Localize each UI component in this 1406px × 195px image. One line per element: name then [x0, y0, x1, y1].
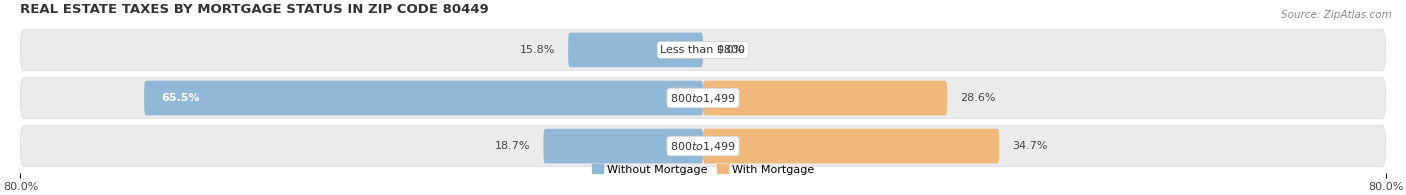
Text: $800 to $1,499: $800 to $1,499 — [671, 91, 735, 105]
Text: 0.0%: 0.0% — [716, 45, 744, 55]
Text: Less than $800: Less than $800 — [661, 45, 745, 55]
FancyBboxPatch shape — [21, 78, 1385, 118]
FancyBboxPatch shape — [145, 81, 703, 115]
FancyBboxPatch shape — [21, 29, 1385, 70]
FancyBboxPatch shape — [568, 33, 703, 67]
FancyBboxPatch shape — [703, 129, 1000, 163]
FancyBboxPatch shape — [21, 126, 1385, 167]
Legend: Without Mortgage, With Mortgage: Without Mortgage, With Mortgage — [588, 160, 818, 179]
Text: REAL ESTATE TAXES BY MORTGAGE STATUS IN ZIP CODE 80449: REAL ESTATE TAXES BY MORTGAGE STATUS IN … — [21, 3, 489, 16]
Text: 15.8%: 15.8% — [520, 45, 555, 55]
Text: 65.5%: 65.5% — [162, 93, 200, 103]
Text: Source: ZipAtlas.com: Source: ZipAtlas.com — [1281, 10, 1392, 20]
FancyBboxPatch shape — [703, 81, 948, 115]
FancyBboxPatch shape — [544, 129, 703, 163]
Text: 28.6%: 28.6% — [960, 93, 995, 103]
Text: $800 to $1,499: $800 to $1,499 — [671, 140, 735, 152]
Text: 34.7%: 34.7% — [1012, 141, 1047, 151]
Text: 18.7%: 18.7% — [495, 141, 530, 151]
